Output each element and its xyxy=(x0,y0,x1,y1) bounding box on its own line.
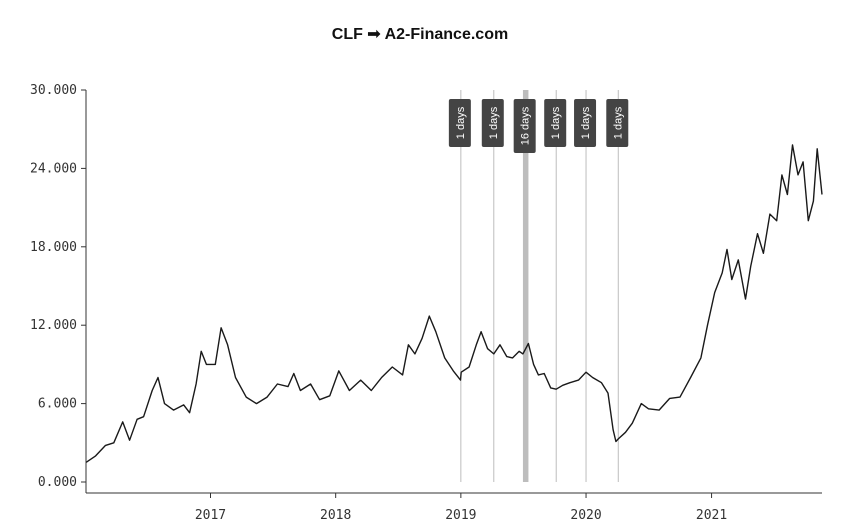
series-layer xyxy=(85,144,823,463)
gap-badge: 1 days xyxy=(574,99,597,147)
y-tick-label: 18.000 xyxy=(30,240,77,255)
y-ticks: 0.000 6.000 12.000 18.000 24.000 30.000 xyxy=(30,83,86,490)
gap-band xyxy=(522,90,529,482)
gap-markers xyxy=(460,90,619,482)
y-tick-label: 12.000 xyxy=(30,318,77,333)
gap-badge: 1 days xyxy=(606,99,629,147)
y-tick-label: 24.000 xyxy=(30,161,77,176)
gap-badge-box xyxy=(606,99,629,147)
gap-badge-label: 1 days xyxy=(612,106,624,139)
gap-badge-label: 1 days xyxy=(455,106,467,139)
gap-badge-box xyxy=(448,99,471,147)
gap-badge-label: 16 days xyxy=(520,106,532,145)
gap-badge-label: 1 days xyxy=(550,106,562,139)
chart-title: CLF ➟ A2-Finance.com xyxy=(332,26,508,43)
gap-badge-box xyxy=(481,99,504,147)
x-tick-label: 2019 xyxy=(445,508,476,523)
gap-badge-box xyxy=(513,99,536,153)
gap-badge: 1 days xyxy=(481,99,504,147)
y-tick-label: 0.000 xyxy=(38,475,77,490)
x-tick-label: 2020 xyxy=(570,508,601,523)
x-tick-label: 2017 xyxy=(195,508,226,523)
gap-badge-box xyxy=(574,99,597,147)
y-tick-label: 6.000 xyxy=(38,397,77,412)
y-tick-label: 30.000 xyxy=(30,83,77,98)
gap-badge-box xyxy=(544,99,567,147)
gap-badge: 16 days xyxy=(513,99,536,153)
x-tick-label: 2018 xyxy=(320,508,351,523)
price-line xyxy=(85,144,823,463)
gap-badges: 1 days 1 days 16 days 1 days 1 days 1 days xyxy=(448,99,629,153)
x-ticks: 2017 2018 2019 2020 2021 xyxy=(195,493,727,523)
gap-badge-label: 1 days xyxy=(488,106,500,139)
x-tick-label: 2021 xyxy=(696,508,727,523)
gap-badge: 1 days xyxy=(544,99,567,147)
gap-badge-label: 1 days xyxy=(580,106,592,139)
gap-badge: 1 days xyxy=(448,99,471,147)
